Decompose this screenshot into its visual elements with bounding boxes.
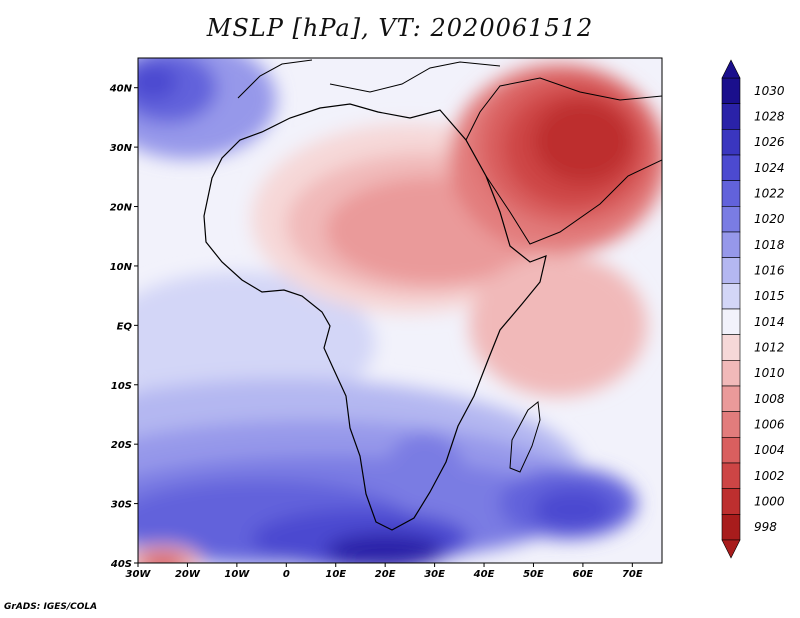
lat-tick-label: 20S xyxy=(111,440,132,451)
colorbar-swatch xyxy=(721,206,741,233)
colorbar-swatch xyxy=(721,231,741,258)
field-low-south-west-core xyxy=(138,552,188,563)
colorbar-label: 1004 xyxy=(754,443,785,457)
colorbar-swatch xyxy=(721,411,741,438)
colorbar-swatch xyxy=(721,77,741,104)
longitude-axis: 30W 20W 10W 0 10E 20E 30E 40E 50E 60E 70E xyxy=(126,563,643,580)
lon-tick-label: 40E xyxy=(473,569,495,580)
colorbar-label: 1002 xyxy=(754,469,785,483)
lat-tick-label: 10N xyxy=(110,262,133,273)
pressure-contours xyxy=(138,58,662,563)
field-high-south-peak xyxy=(325,533,445,563)
lon-tick-label: 30W xyxy=(126,569,152,580)
colorbar-label: 1006 xyxy=(754,418,785,432)
colorbar-label: 1028 xyxy=(754,110,785,124)
field-high-azores-core xyxy=(138,63,178,100)
colorbar-label: 1020 xyxy=(754,212,785,226)
colorbar-top-arrow xyxy=(721,59,741,79)
lat-tick-label: 40S xyxy=(110,559,132,570)
colorbar-label: 1022 xyxy=(754,187,785,201)
colorbar-swatch xyxy=(721,514,741,541)
colorbar-swatch xyxy=(721,360,741,387)
lon-tick-label: 50E xyxy=(523,569,544,580)
colorbar-swatch xyxy=(721,257,741,284)
colorbar-label: 1014 xyxy=(754,315,785,329)
colorbar-bottom-arrow xyxy=(721,539,741,559)
colorbar: 1030 1028 1026 1024 1022 1020 1018 1016 1015 1014… xyxy=(721,59,785,559)
colorbar-label: 1012 xyxy=(754,341,785,355)
plot-frame xyxy=(137,57,663,564)
colorbar-swatch xyxy=(721,437,741,464)
lon-tick-label: 70E xyxy=(622,569,643,580)
colorbar-label: 1008 xyxy=(754,392,785,406)
lon-tick-label: 0 xyxy=(283,569,290,580)
africa-coastline xyxy=(203,103,547,531)
field-high-indian-core xyxy=(533,488,613,531)
credit-label: GrADS: IGES/COLA xyxy=(4,602,98,612)
colorbar-label: 1030 xyxy=(754,84,785,98)
lon-tick-label: 10W xyxy=(224,569,250,580)
colorbar-swatch xyxy=(721,154,741,181)
colorbar-label: 1016 xyxy=(754,264,785,278)
lat-tick-label: 20N xyxy=(110,203,133,214)
colorbar-swatch xyxy=(721,488,741,515)
field-low-east-africa xyxy=(469,254,648,397)
colorbar-swatch xyxy=(721,283,741,310)
colorbar-label: 1024 xyxy=(754,161,785,175)
colorbar-label: 1018 xyxy=(754,238,785,252)
colorbar-swatch xyxy=(721,385,741,412)
colorbar-label: 1010 xyxy=(754,366,785,380)
lat-tick-label: 30S xyxy=(111,500,132,511)
colorbar-swatch xyxy=(721,180,741,207)
colorbar-swatch xyxy=(721,103,741,130)
colorbar-label: 1026 xyxy=(754,135,785,149)
colorbar-swatch xyxy=(721,334,741,361)
lat-tick-label: EQ xyxy=(117,321,133,332)
lat-tick-label: 10S xyxy=(111,381,132,392)
colorbar-swatch xyxy=(721,308,741,335)
arabia-coastline xyxy=(465,77,662,245)
lat-tick-label: 40N xyxy=(109,84,133,95)
colorbar-swatch xyxy=(721,462,741,489)
colorbar-label: 1015 xyxy=(754,289,785,303)
field-low-arabia-1000 xyxy=(533,99,633,183)
colorbar-label: 998 xyxy=(754,520,777,534)
colorbar-label: 1000 xyxy=(754,495,785,509)
lon-tick-label: 20E xyxy=(375,569,396,580)
latitude-axis: 40N 30N 20N 10N EQ 10S 20S 30S 40S xyxy=(109,84,138,570)
field-high-southern-africa xyxy=(385,432,465,516)
lon-tick-label: 10E xyxy=(325,569,346,580)
madagascar-coastline xyxy=(509,401,541,473)
lat-tick-label: 30N xyxy=(110,143,133,154)
pressure-field xyxy=(138,58,662,563)
europe-coastline xyxy=(237,59,501,99)
lon-tick-label: 30E xyxy=(424,569,445,580)
lon-tick-label: 60E xyxy=(573,569,594,580)
map-title: MSLP [hPa], VT: 2020061512 xyxy=(206,14,594,42)
lon-tick-label: 20W xyxy=(175,569,201,580)
colorbar-swatch xyxy=(721,129,741,156)
